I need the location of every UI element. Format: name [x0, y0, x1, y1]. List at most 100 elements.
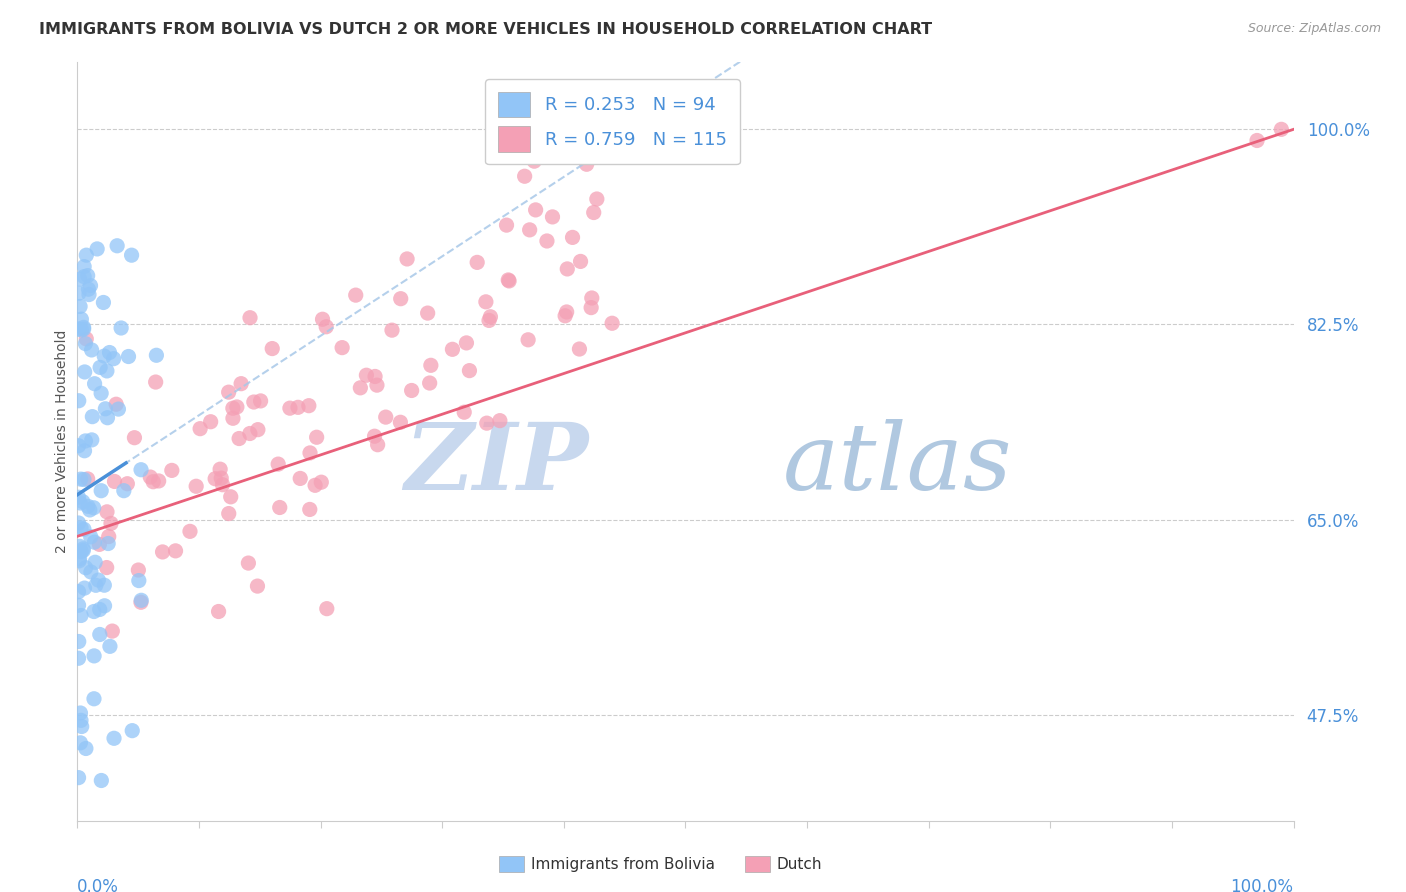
Point: [90, 773, 112, 788]
Point: [75, 560, 97, 574]
Point: [89, 537, 111, 551]
Point: [83, 691, 105, 706]
Point: [152, 545, 174, 559]
Point: [613, 100, 636, 114]
Point: [374, 410, 396, 425]
Point: [98, 640, 121, 654]
Point: [69, 472, 91, 486]
Point: [364, 369, 387, 384]
Point: [129, 593, 152, 607]
Point: [211, 477, 233, 491]
Point: [96, 410, 118, 425]
Point: [389, 292, 412, 306]
Point: [498, 274, 520, 288]
Point: [101, 624, 124, 639]
Point: [75, 332, 97, 346]
Point: [186, 479, 208, 493]
Point: [84, 555, 107, 569]
Point: [103, 475, 125, 489]
Point: [222, 411, 245, 425]
Point: [225, 400, 247, 414]
Point: [219, 490, 242, 504]
Point: [83, 648, 105, 663]
Point: [69, 706, 91, 720]
Point: [67, 554, 90, 568]
Point: [73, 269, 96, 284]
Point: [142, 475, 165, 489]
Point: [70, 608, 93, 623]
Point: [315, 319, 337, 334]
Point: [105, 239, 128, 253]
Point: [148, 474, 170, 488]
Point: [67, 651, 90, 665]
Point: [67, 516, 90, 530]
Point: [69, 736, 91, 750]
Point: [70, 323, 93, 337]
Point: [117, 350, 139, 364]
Point: [72, 322, 94, 336]
Point: [93, 599, 115, 613]
Point: [72, 320, 94, 334]
Text: ZIP: ZIP: [404, 419, 588, 509]
Point: [222, 401, 245, 416]
Point: [93, 295, 115, 310]
Point: [86, 242, 108, 256]
Point: [73, 260, 96, 274]
Point: [73, 443, 96, 458]
Text: 100.0%: 100.0%: [1230, 878, 1294, 892]
Point: [129, 595, 152, 609]
Point: [112, 483, 135, 498]
Point: [73, 522, 96, 536]
Point: [69, 539, 91, 553]
Point: [67, 286, 90, 301]
Point: [67, 634, 90, 648]
Text: Immigrants from Bolivia: Immigrants from Bolivia: [531, 857, 716, 871]
Point: [298, 502, 321, 516]
Point: [103, 731, 125, 746]
Point: [218, 385, 240, 400]
Point: [581, 291, 603, 305]
Point: [453, 405, 475, 419]
Point: [513, 169, 536, 184]
Point: [69, 300, 91, 314]
Point: [100, 516, 122, 531]
Point: [145, 348, 167, 362]
Point: [87, 573, 110, 587]
Point: [75, 741, 97, 756]
Point: [229, 376, 252, 391]
Point: [600, 316, 623, 330]
Point: [458, 363, 481, 377]
Point: [249, 393, 271, 408]
Point: [569, 254, 592, 268]
Point: [83, 535, 105, 549]
Point: [381, 323, 404, 337]
Point: [267, 457, 290, 471]
Point: [554, 309, 576, 323]
Point: [76, 472, 98, 486]
Point: [80, 433, 103, 447]
Point: [77, 287, 100, 301]
Point: [290, 471, 312, 485]
Point: [110, 321, 132, 335]
Point: [67, 439, 90, 453]
Point: [70, 312, 93, 326]
Point: [188, 422, 211, 436]
Point: [70, 521, 93, 535]
Point: [75, 248, 97, 262]
Point: [344, 288, 367, 302]
Point: [77, 500, 100, 514]
Point: [73, 581, 96, 595]
Point: [80, 530, 103, 544]
Point: [83, 376, 105, 391]
Point: [70, 719, 93, 733]
Point: [478, 313, 501, 327]
Point: [561, 230, 583, 244]
Point: [97, 530, 120, 544]
Point: [79, 503, 101, 517]
Point: [416, 306, 439, 320]
Point: [70, 545, 93, 559]
Point: [498, 273, 520, 287]
Point: [165, 544, 187, 558]
Point: [200, 415, 222, 429]
Point: [67, 322, 90, 336]
